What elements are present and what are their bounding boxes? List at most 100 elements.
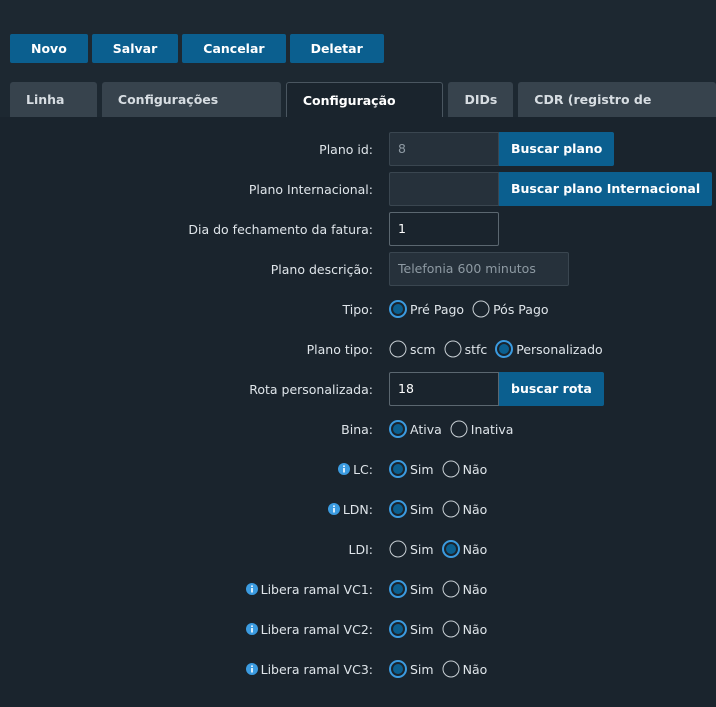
label-text: Tipo: (342, 301, 373, 317)
form-row: Plano Internacional: Buscar plano Interna… (0, 172, 713, 206)
tab[interactable]: Linha SIP (10, 82, 97, 142)
radio (442, 580, 460, 598)
form-row: LDI: Sim Não (0, 532, 495, 566)
field-control: Sim Não (389, 620, 495, 638)
label-text: Plano id: (319, 141, 373, 157)
tab[interactable]: DIDs (448, 82, 514, 117)
label-text: Dia do fechamento da fatura: (188, 221, 373, 237)
label-text: Rota personalizada: (249, 381, 373, 397)
radio (495, 340, 514, 358)
info-icon (245, 663, 258, 675)
radio-option[interactable]: Sim (389, 500, 434, 518)
field-label: Libera ramal VC3: (0, 662, 373, 677)
field-label: Plano id: (0, 142, 373, 157)
radio-label: Sim (410, 621, 434, 637)
radio-option[interactable]: Sim (389, 580, 434, 598)
radio-option[interactable]: Não (442, 500, 487, 518)
label-text: Bina: (341, 421, 373, 437)
radio (442, 620, 460, 638)
radio-option[interactable]: Pós Pago (472, 300, 549, 318)
field-control: 8 Buscar plano (389, 132, 615, 166)
radio-label: Não (462, 541, 488, 557)
toolbar-button[interactable]: Deletar (289, 34, 384, 63)
toolbar-button[interactable]: Novo (10, 34, 88, 63)
radio (389, 460, 407, 478)
form: Plano id: 8 Buscar plano Plano Internaciona… (0, 117, 716, 707)
text-input (389, 172, 499, 206)
field-label: Plano tipo: (0, 342, 373, 357)
label-text: Libera ramal VC1: (260, 581, 373, 597)
field-label: LDN: (0, 502, 373, 517)
field-label: LDI: (0, 541, 374, 557)
form-row: Libera ramal VC3: Sim Não (0, 652, 495, 686)
label-text: Libera ramal VC2: (260, 621, 373, 637)
radio-label: Sim (410, 661, 434, 677)
form-row: Bina: Ativa Inativa (0, 412, 521, 446)
field-control: Sim Não (389, 460, 495, 478)
form-row: Libera ramal VC2: Sim Não (0, 612, 495, 646)
toolbar-button[interactable]: Salvar (91, 34, 179, 63)
input-button[interactable]: Buscar plano Internacional (499, 172, 713, 206)
text-input[interactable]: 18 (389, 372, 499, 406)
radio (389, 620, 407, 638)
radio-option[interactable]: Sim (389, 620, 434, 638)
field-control: Sim Não (389, 540, 495, 558)
text-input[interactable]: 1 (389, 212, 499, 246)
radio (389, 540, 407, 558)
radio-label: Sim (410, 501, 434, 517)
toolbar-button[interactable]: Cancelar (182, 34, 286, 63)
radio (389, 500, 407, 518)
field-control: 1 (389, 212, 499, 246)
radio (441, 540, 460, 558)
radio-option[interactable]: Sim (389, 540, 434, 558)
label-text: LDI: (348, 541, 374, 557)
radio-option[interactable]: Sim (389, 460, 434, 478)
tab[interactable]: Configuração SaperX (285, 82, 444, 143)
radio-label: scm (410, 341, 436, 357)
radio (442, 460, 460, 478)
radio-option[interactable]: stfc (444, 340, 487, 358)
radio-option[interactable]: Inativa (450, 420, 513, 438)
form-row: Plano tipo: scm stfc Personalizado (0, 332, 611, 366)
form-row: Dia do fechamento da fatura: 1 (0, 212, 499, 246)
radio (472, 300, 490, 318)
radio (389, 580, 407, 598)
info-icon (327, 503, 340, 515)
field-control: Sim Não (389, 500, 495, 518)
radio-option[interactable]: Não (441, 540, 488, 558)
radio-option[interactable]: Pré Pago (389, 300, 464, 318)
radio-option[interactable]: Sim (389, 660, 434, 678)
field-label: Rota personalizada: (0, 382, 373, 397)
radio-label: Personalizado (516, 341, 603, 357)
radio-option[interactable]: Ativa (389, 420, 442, 438)
text-input: Telefonia 600 minutos (389, 252, 569, 286)
radio-option[interactable]: Não (442, 580, 488, 598)
radio-option[interactable]: Personalizado (495, 340, 603, 358)
label-text: LDN: (342, 501, 373, 517)
label-text: Plano Internacional: (248, 181, 373, 197)
toolbar: Novo Salvar Cancelar Deletar (10, 34, 384, 63)
radio-option[interactable]: Não (442, 460, 487, 478)
radio-label: Não (462, 581, 488, 597)
form-row: LDN: Sim Não (0, 492, 495, 526)
tab[interactable]: CDR (registro de chamadas) (518, 82, 716, 142)
form-row: Tipo: Pré Pago Pós Pago (0, 292, 557, 326)
radio (389, 340, 407, 358)
tab-bar: Linha SIPConfigurações adicionaisConfigu… (10, 82, 716, 143)
radio-option[interactable]: scm (389, 340, 436, 358)
label-text: Plano tipo: (306, 341, 373, 357)
radio (450, 420, 468, 438)
info-icon (338, 463, 351, 475)
radio (442, 500, 460, 518)
label-text: Libera ramal VC3: (260, 661, 373, 677)
input-button[interactable]: Buscar plano (499, 132, 615, 166)
field-control: Sim Não (389, 580, 495, 598)
radio-option[interactable]: Não (442, 660, 487, 678)
radio (389, 420, 407, 438)
tab[interactable]: Configurações adicionais (101, 82, 281, 142)
input-button[interactable]: buscar rota (499, 372, 604, 406)
form-row: Libera ramal VC1: Sim Não (0, 572, 495, 606)
field-control: Pré Pago Pós Pago (389, 300, 557, 318)
label-text: LC: (353, 461, 373, 477)
radio-option[interactable]: Não (442, 620, 487, 638)
